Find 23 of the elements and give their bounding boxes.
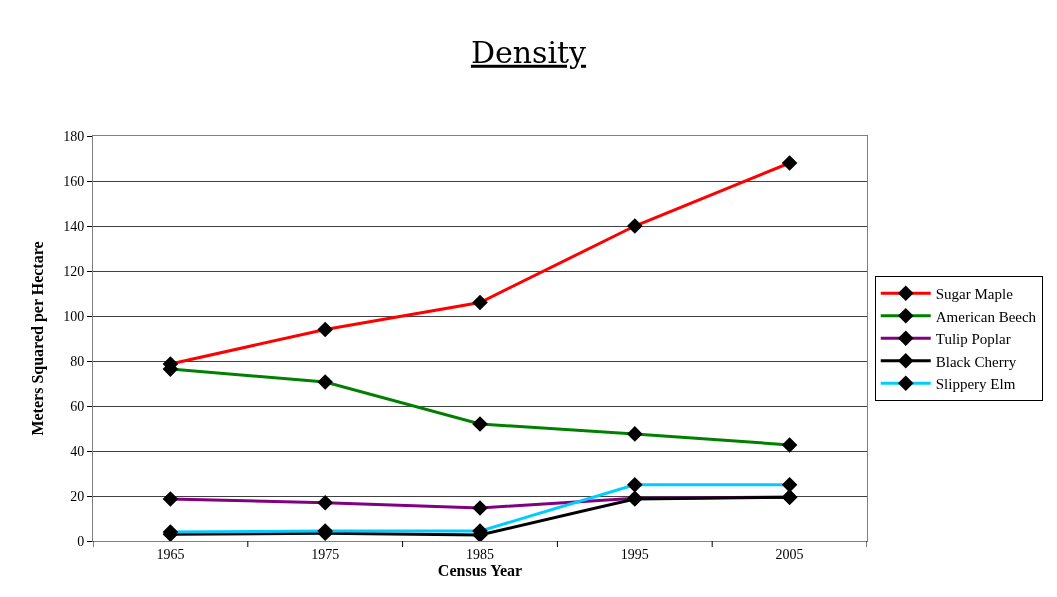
legend-label: Tulip Poplar bbox=[935, 331, 1011, 348]
x-tick-label: 1995 bbox=[620, 546, 649, 562]
x-tick-label: 1975 bbox=[311, 546, 340, 562]
legend-label: Black Cherry bbox=[935, 353, 1017, 370]
chart-title: Density bbox=[470, 34, 587, 70]
y-tick-label: 20 bbox=[70, 488, 85, 504]
y-tick-label: 100 bbox=[63, 308, 85, 324]
legend-label: Sugar Maple bbox=[935, 286, 1014, 303]
y-tick-label: 140 bbox=[63, 218, 85, 234]
y-tick-label: 80 bbox=[70, 353, 85, 369]
y-tick-label: 0 bbox=[77, 533, 85, 549]
x-axis-title: Census Year bbox=[437, 561, 523, 579]
y-axis-title: Meters Squared per Hectare bbox=[29, 241, 48, 436]
legend-label: Slippery Elm bbox=[935, 376, 1016, 393]
y-tick-label: 120 bbox=[63, 263, 85, 279]
y-tick-label: 60 bbox=[70, 398, 85, 414]
legend-label: American Beech bbox=[935, 308, 1037, 325]
y-tick-label: 40 bbox=[70, 443, 85, 459]
x-tick-label: 1965 bbox=[156, 546, 185, 562]
x-tick-label: 1985 bbox=[466, 546, 494, 562]
x-tick-label: 2005 bbox=[775, 546, 804, 562]
y-tick-label: 160 bbox=[63, 173, 85, 189]
y-tick-label: 180 bbox=[63, 128, 85, 144]
